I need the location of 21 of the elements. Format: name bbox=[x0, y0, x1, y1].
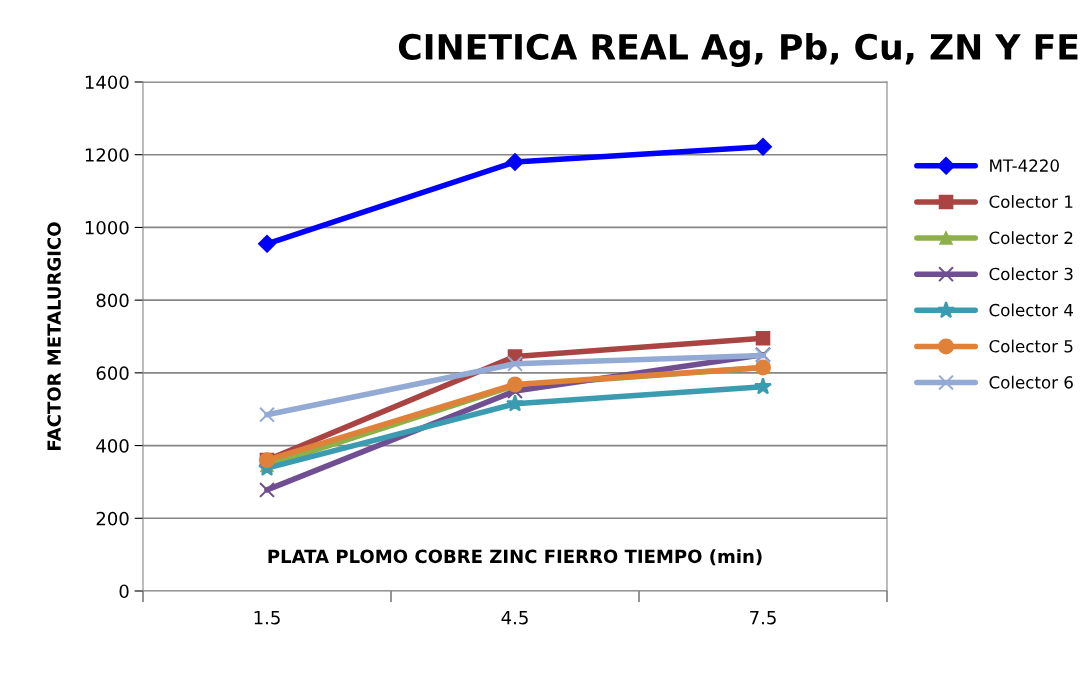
legend-label: Colector 5 bbox=[989, 339, 1073, 353]
legend-label: Colector 1 bbox=[989, 195, 1073, 208]
y-tick-label: 200 bbox=[96, 511, 129, 526]
y-tick-label: 600 bbox=[96, 366, 129, 380]
legend-label: Colector 2 bbox=[989, 231, 1073, 245]
legend-label: Colector 4 bbox=[989, 303, 1073, 317]
y-tick-label: 0 bbox=[119, 584, 129, 599]
y-tick-label: 1400 bbox=[85, 75, 129, 90]
legend-label: MT-4220 bbox=[990, 159, 1059, 172]
x-tick-label: 1.5 bbox=[254, 611, 280, 625]
legend-label: Colector 3 bbox=[989, 267, 1073, 281]
legend-label: Colector 6 bbox=[989, 375, 1073, 389]
x-axis-title: PLATA PLOMO COBRE ZINC FIERRO TIEMPO (min) bbox=[268, 549, 762, 566]
x-tick-label: 4.5 bbox=[501, 611, 528, 625]
y-tick-label: 1000 bbox=[85, 220, 129, 235]
chart-title: CINETICA REAL Ag, Pb, Cu, ZN Y FE bbox=[398, 33, 1078, 67]
y-tick-label: 1200 bbox=[85, 148, 129, 162]
y-tick-label: 400 bbox=[96, 439, 129, 453]
x-tick-label: 7.5 bbox=[750, 611, 776, 625]
y-axis-title: FACTOR METALURGICO bbox=[47, 222, 61, 450]
y-tick-label: 800 bbox=[96, 293, 129, 308]
